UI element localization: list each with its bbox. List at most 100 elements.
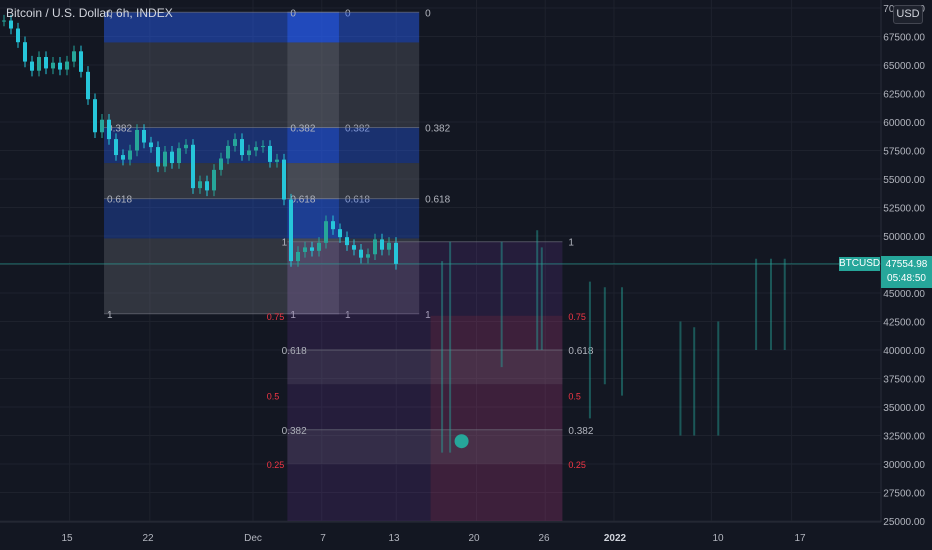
fib-level-label: 0.618 xyxy=(345,195,370,206)
symbol-tag: BTCUSD xyxy=(839,257,881,271)
candle-body xyxy=(23,42,27,62)
candle-body xyxy=(387,242,391,250)
fib-extension-minor-label: 0.75 xyxy=(267,312,285,322)
time-axis-tick: 2022 xyxy=(604,533,627,544)
price-axis-tick: 27500.00 xyxy=(883,489,925,500)
fib-level-label: 0 xyxy=(107,8,113,19)
candle-body xyxy=(205,181,209,191)
candle-body xyxy=(212,169,216,191)
fib-level-label: 0.382 xyxy=(345,123,370,134)
price-axis-tick: 55000.00 xyxy=(883,175,925,186)
candle-body xyxy=(261,145,265,148)
fib-level-label: 0.618 xyxy=(290,195,315,206)
price-axis-tick: 30000.00 xyxy=(883,460,925,471)
fib-retracement-band xyxy=(287,127,420,164)
time-axis-tick: 20 xyxy=(468,533,480,544)
candle-body xyxy=(44,57,48,69)
fib-level-label: 0 xyxy=(425,8,431,19)
fib-retracement-band xyxy=(104,42,339,128)
candle-body xyxy=(310,247,314,251)
candle-body xyxy=(219,158,223,170)
fib-retracement-band xyxy=(104,238,339,314)
price-axis-tick: 67500.00 xyxy=(883,33,925,44)
price-axis-tick: 25000.00 xyxy=(883,517,925,528)
candle-body xyxy=(240,139,244,156)
price-axis-tick: 62500.00 xyxy=(883,90,925,101)
candle-body xyxy=(58,62,62,70)
time-axis-tick: 10 xyxy=(712,533,724,544)
currency-button[interactable]: USD xyxy=(893,5,923,24)
candle-body xyxy=(93,99,97,133)
fib-level-label: 1 xyxy=(107,310,113,321)
time-axis-tick: 22 xyxy=(142,533,154,544)
fib-extension-label: 1 xyxy=(282,238,288,249)
fib-extension-minor-label: 0.5 xyxy=(568,392,581,402)
candle-body xyxy=(289,199,293,262)
fib-level-label: 0.382 xyxy=(290,123,315,134)
candle-body xyxy=(156,147,160,167)
candle-body xyxy=(30,61,34,71)
fib-level-label: 1 xyxy=(290,310,296,321)
time-axis-tick: Dec xyxy=(244,533,262,544)
candle-body xyxy=(359,249,363,258)
candle-body xyxy=(86,71,90,100)
candle-body xyxy=(296,251,300,262)
fib-retracement-band xyxy=(104,12,339,43)
fib-level-label: 0.618 xyxy=(107,195,132,206)
candle-body xyxy=(373,239,377,255)
candle-body xyxy=(100,119,104,133)
fib-extension-band xyxy=(287,350,563,385)
time-axis-tick: 7 xyxy=(320,533,326,544)
fib-extension-minor-label: 0.25 xyxy=(568,460,586,470)
time-axis-tick: 26 xyxy=(538,533,550,544)
candle-body xyxy=(268,145,272,162)
chart-title: Bitcoin / U.S. Dollar, 6h, INDEX xyxy=(6,6,173,20)
fib-extension-label: 1 xyxy=(568,238,574,249)
candle-body xyxy=(128,150,132,160)
candle-body xyxy=(282,159,286,200)
candle-body xyxy=(72,51,76,62)
price-axis-tick: 65000.00 xyxy=(883,61,925,72)
candle-body xyxy=(114,139,118,156)
candle-body xyxy=(121,155,125,160)
time-axis-tick: 15 xyxy=(61,533,73,544)
candle-body xyxy=(254,147,258,151)
candle-body xyxy=(163,151,167,167)
fib-level-label: 0 xyxy=(345,8,351,19)
fib-level-label: 0.382 xyxy=(425,123,450,134)
fib-extension-label: 0.382 xyxy=(282,426,307,437)
countdown: 05:48:50 xyxy=(887,273,926,284)
candle-body xyxy=(170,151,174,164)
fib-level-label: 0 xyxy=(290,8,296,19)
fib-extension-minor-label: 0.5 xyxy=(267,392,280,402)
price-axis-tick: 45000.00 xyxy=(883,289,925,300)
candle-body xyxy=(149,142,153,148)
candle-body xyxy=(79,51,83,72)
fib-retracement-band xyxy=(104,198,339,239)
price-axis-tick: 37500.00 xyxy=(883,375,925,386)
candle-body xyxy=(65,61,69,70)
candle-body xyxy=(226,145,230,159)
fib-extension-minor-label: 0.25 xyxy=(267,460,285,470)
candle-body xyxy=(338,229,342,238)
price-axis-tick: 52500.00 xyxy=(883,204,925,215)
price-axis-tick: 40000.00 xyxy=(883,346,925,357)
candle-body xyxy=(303,247,307,252)
candle-body xyxy=(366,254,370,258)
fib-retracement-band xyxy=(287,12,420,43)
price-axis-tick: 57500.00 xyxy=(883,147,925,158)
fib-extension-label: 0.382 xyxy=(568,426,593,437)
time-axis-tick: 17 xyxy=(794,533,806,544)
fib-level-label: 1 xyxy=(345,310,351,321)
price-axis-tick: 32500.00 xyxy=(883,432,925,443)
fib-extension-label: 0.618 xyxy=(568,346,593,357)
candle-body xyxy=(331,221,335,230)
candle-body xyxy=(233,139,237,146)
candle-body xyxy=(107,119,111,140)
candle-body xyxy=(51,62,55,69)
fib-extension-label: 0.618 xyxy=(282,346,307,357)
candle-body xyxy=(345,237,349,246)
last-price-tag: 47554.98 05:48:50 xyxy=(881,256,932,288)
fib-retracement-band xyxy=(287,42,420,128)
